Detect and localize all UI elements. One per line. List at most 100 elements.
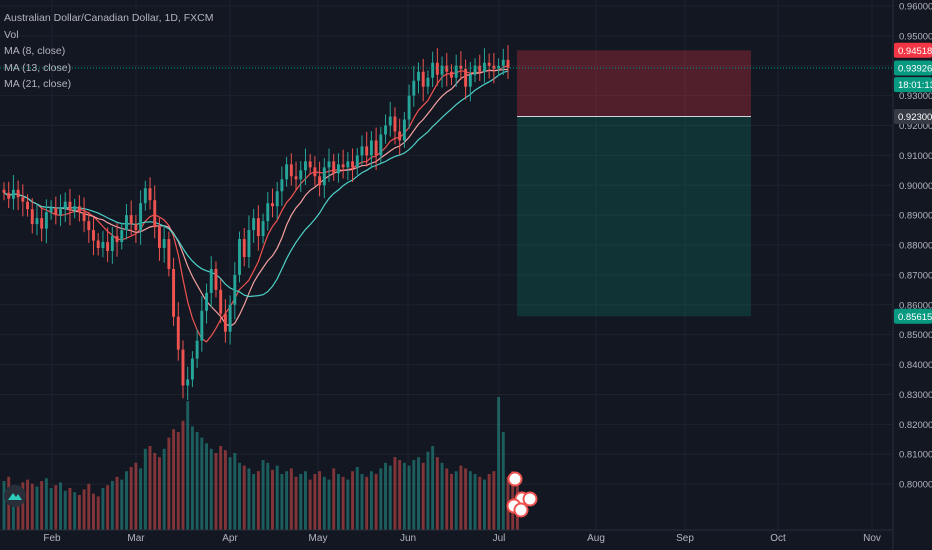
chart-legend: Australian Dollar/Canadian Dollar, 1D, F… <box>4 10 214 93</box>
event-markers-layer[interactable] <box>506 471 538 518</box>
candle-body <box>369 140 373 156</box>
candle-body <box>501 59 505 66</box>
volume-bar <box>120 479 124 530</box>
volume-bar <box>181 420 185 530</box>
volume-bar <box>299 474 303 530</box>
x-tick-label: Sep <box>676 533 694 544</box>
y-tick-label: 0.88000 <box>899 241 932 252</box>
volume-bar <box>190 426 194 530</box>
volume-bar <box>87 483 91 530</box>
tradingview-logo-icon[interactable] <box>4 485 26 507</box>
volume-bar <box>478 476 482 530</box>
candle-body <box>54 207 58 216</box>
volume-bar <box>129 467 133 530</box>
candle-body <box>30 209 34 225</box>
candle-body <box>417 71 420 81</box>
volume-bar <box>497 397 501 530</box>
volume-bar <box>384 462 387 530</box>
volume-bar <box>96 496 100 530</box>
candle-body <box>464 68 468 87</box>
volume-bar <box>68 488 72 530</box>
y-tick-label: 0.80000 <box>899 480 932 491</box>
candle-body <box>271 203 274 207</box>
candle-body <box>148 188 152 201</box>
price-label-box <box>894 60 932 76</box>
x-tick-label: Apr <box>222 533 238 544</box>
price-label-box <box>894 77 932 93</box>
candle-body <box>200 310 204 341</box>
volume-bar <box>157 457 161 530</box>
y-tick-label: 0.85000 <box>899 330 932 341</box>
legend-ma-21[interactable]: MA (21, close) <box>4 78 72 91</box>
volume-bar <box>501 432 505 530</box>
x-tick-label: May <box>309 533 328 544</box>
volume-bar <box>228 457 232 530</box>
volume-bar <box>388 465 392 530</box>
price-label-text: 0.92300 <box>898 112 932 123</box>
candle-body <box>473 65 477 75</box>
candle-body <box>115 236 119 243</box>
legend-ma-8[interactable]: MA (8, close) <box>4 45 66 58</box>
volume-bar <box>412 460 416 530</box>
volume-bar <box>148 446 152 530</box>
legend-ma-13[interactable]: MA (13, close) <box>4 61 72 74</box>
candle-body <box>445 65 449 72</box>
candle-body <box>482 62 486 72</box>
candle-body <box>266 203 270 222</box>
volume-bar <box>431 446 435 530</box>
volume-bar <box>176 432 180 530</box>
x-tick-label: Jun <box>400 533 416 544</box>
volume-bar <box>308 479 312 530</box>
candle-body <box>181 349 185 386</box>
legend-title[interactable]: Australian Dollar/Canadian Dollar, 1D, F… <box>4 12 214 24</box>
volume-bar <box>360 474 364 530</box>
candle-body <box>360 146 364 156</box>
candle-body <box>125 215 128 231</box>
candle-body <box>101 242 105 249</box>
candle-body <box>92 230 95 241</box>
volume-bar <box>261 460 265 530</box>
y-tick-label: 0.96000 <box>899 2 932 13</box>
candle-body <box>59 209 62 216</box>
legend-volume[interactable]: Vol <box>4 28 19 41</box>
candle-body <box>322 167 326 186</box>
volume-bar <box>402 462 406 530</box>
candle-body <box>256 218 260 237</box>
volume-bar <box>214 453 218 530</box>
candle-body <box>129 215 133 225</box>
volume-bar <box>49 488 53 530</box>
candle-body <box>289 164 293 177</box>
volume-bar <box>332 468 336 530</box>
volume-bar <box>322 476 326 530</box>
y-tick-label: 0.87000 <box>899 270 932 281</box>
candle-body <box>478 65 482 72</box>
volume-bar <box>487 474 491 530</box>
volume-bar <box>205 443 209 530</box>
y-tick-label: 0.91000 <box>899 151 932 162</box>
volume-bar <box>219 446 223 530</box>
x-tick-label: Feb <box>43 533 61 544</box>
position-layer[interactable] <box>517 50 751 317</box>
volume-bar <box>54 485 58 530</box>
volume-bar <box>172 429 176 530</box>
volume-bar <box>30 483 34 530</box>
volume-bar <box>313 474 317 530</box>
volume-bar <box>421 462 425 530</box>
volume-bar <box>492 471 496 530</box>
candle-body <box>261 221 265 237</box>
candle-body <box>280 179 284 192</box>
volume-bar <box>454 471 458 530</box>
volume-bar <box>374 474 378 530</box>
candle-body <box>487 62 491 66</box>
volume-bar <box>209 448 213 530</box>
volume-bar <box>106 485 110 530</box>
x-tick-label: Jul <box>493 533 506 544</box>
candle-body <box>294 176 298 180</box>
volume-bar <box>59 482 62 530</box>
volume-bar <box>327 479 331 530</box>
volume-bar <box>285 471 289 530</box>
price-label-box <box>894 42 932 58</box>
volume-bar <box>398 460 402 530</box>
